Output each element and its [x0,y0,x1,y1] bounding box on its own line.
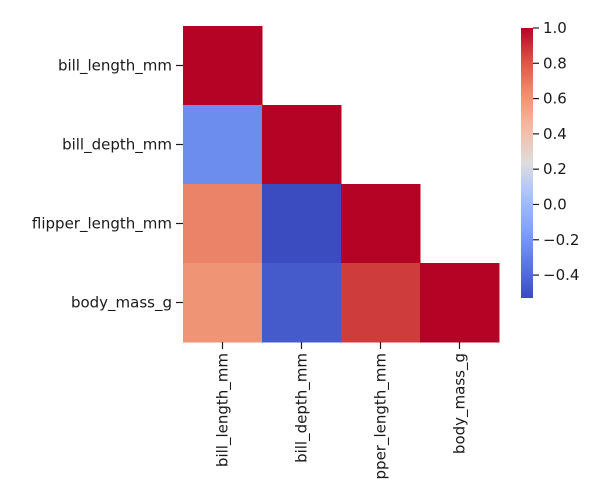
y-tick-label: bill_length_mm [58,57,172,76]
heatmap-cell [341,184,421,264]
y-tick-label: bill_depth_mm [62,136,172,155]
colorbar-tick-label: 0.2 [543,160,567,178]
heatmap-cell [183,184,263,264]
colorbar-tick-label: 0.8 [543,54,567,72]
x-tick-label: body_mass_g [451,353,470,454]
heatmap-cell [262,263,342,343]
y-tick-label: flipper_length_mm [32,215,172,234]
colorbar-ticks: 1.0 0.8 0.6 0.4 0.2 0.0 −0.2 −0.4 [533,19,579,284]
x-tick-label: flipper_length_mm [372,353,391,480]
colorbar-tick-label: 0.6 [543,90,567,108]
colorbar-tick-label: 0.0 [543,195,567,213]
y-axis-tick-labels: bill_length_mm bill_depth_mm flipper_lengt… [32,57,172,313]
x-axis-ticks [221,342,461,349]
colorbar-gradient [521,28,533,298]
x-tick-label: bill_depth_mm [293,353,312,463]
y-axis-ticks [176,64,183,304]
heatmap-cell [420,263,500,343]
heatmap-cell [341,263,421,343]
colorbar-tick-label: 0.4 [543,125,567,143]
heatmap-cell [183,26,263,106]
heatmap-cell [183,263,263,343]
x-axis-tick-labels: bill_length_mm bill_depth_mm flipper_lengt… [214,353,470,480]
x-tick-label: bill_length_mm [214,353,233,467]
colorbar-tick-label: −0.4 [543,266,579,284]
colorbar: 1.0 0.8 0.6 0.4 0.2 0.0 −0.2 −0.4 [521,19,579,298]
heatmap-cells [183,26,500,343]
colorbar-tick-label: 1.0 [543,19,567,37]
heatmap-cell [183,105,263,185]
heatmap-cell [262,184,342,264]
heatmap-cell [262,105,342,185]
colorbar-tick-label: −0.2 [543,231,579,249]
y-tick-label: body_mass_g [71,294,172,313]
